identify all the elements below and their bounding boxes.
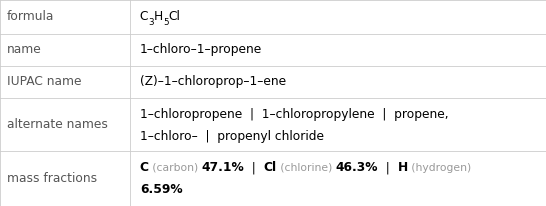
Text: (chlorine): (chlorine) — [277, 163, 336, 173]
Text: |: | — [378, 161, 397, 174]
Text: mass fractions: mass fractions — [7, 172, 97, 185]
Text: 3: 3 — [149, 18, 154, 27]
Text: 46.3%: 46.3% — [336, 161, 378, 174]
Text: H: H — [154, 11, 163, 23]
Text: Cl: Cl — [169, 11, 181, 23]
Text: 6.59%: 6.59% — [140, 183, 182, 196]
Text: formula: formula — [7, 11, 54, 23]
Text: 1–chloropropene  |  1–chloropropylene  |  propene,: 1–chloropropene | 1–chloropropylene | pr… — [140, 109, 448, 122]
Text: 1–chloro–  |  propenyl chloride: 1–chloro– | propenyl chloride — [140, 130, 324, 143]
Text: 5: 5 — [163, 18, 169, 27]
Text: (hydrogen): (hydrogen) — [408, 163, 471, 173]
Text: alternate names: alternate names — [7, 118, 108, 131]
Text: 1–chloro–1–propene: 1–chloro–1–propene — [140, 43, 262, 56]
Text: |: | — [244, 161, 264, 174]
Text: C: C — [140, 11, 149, 23]
Text: C: C — [140, 161, 149, 174]
Text: 47.1%: 47.1% — [201, 161, 244, 174]
Text: name: name — [7, 43, 41, 56]
Text: IUPAC name: IUPAC name — [7, 75, 81, 88]
Text: Cl: Cl — [264, 161, 277, 174]
Text: (Z)–1–chloroprop–1–ene: (Z)–1–chloroprop–1–ene — [140, 75, 286, 88]
Text: (carbon): (carbon) — [149, 163, 201, 173]
Text: H: H — [397, 161, 408, 174]
